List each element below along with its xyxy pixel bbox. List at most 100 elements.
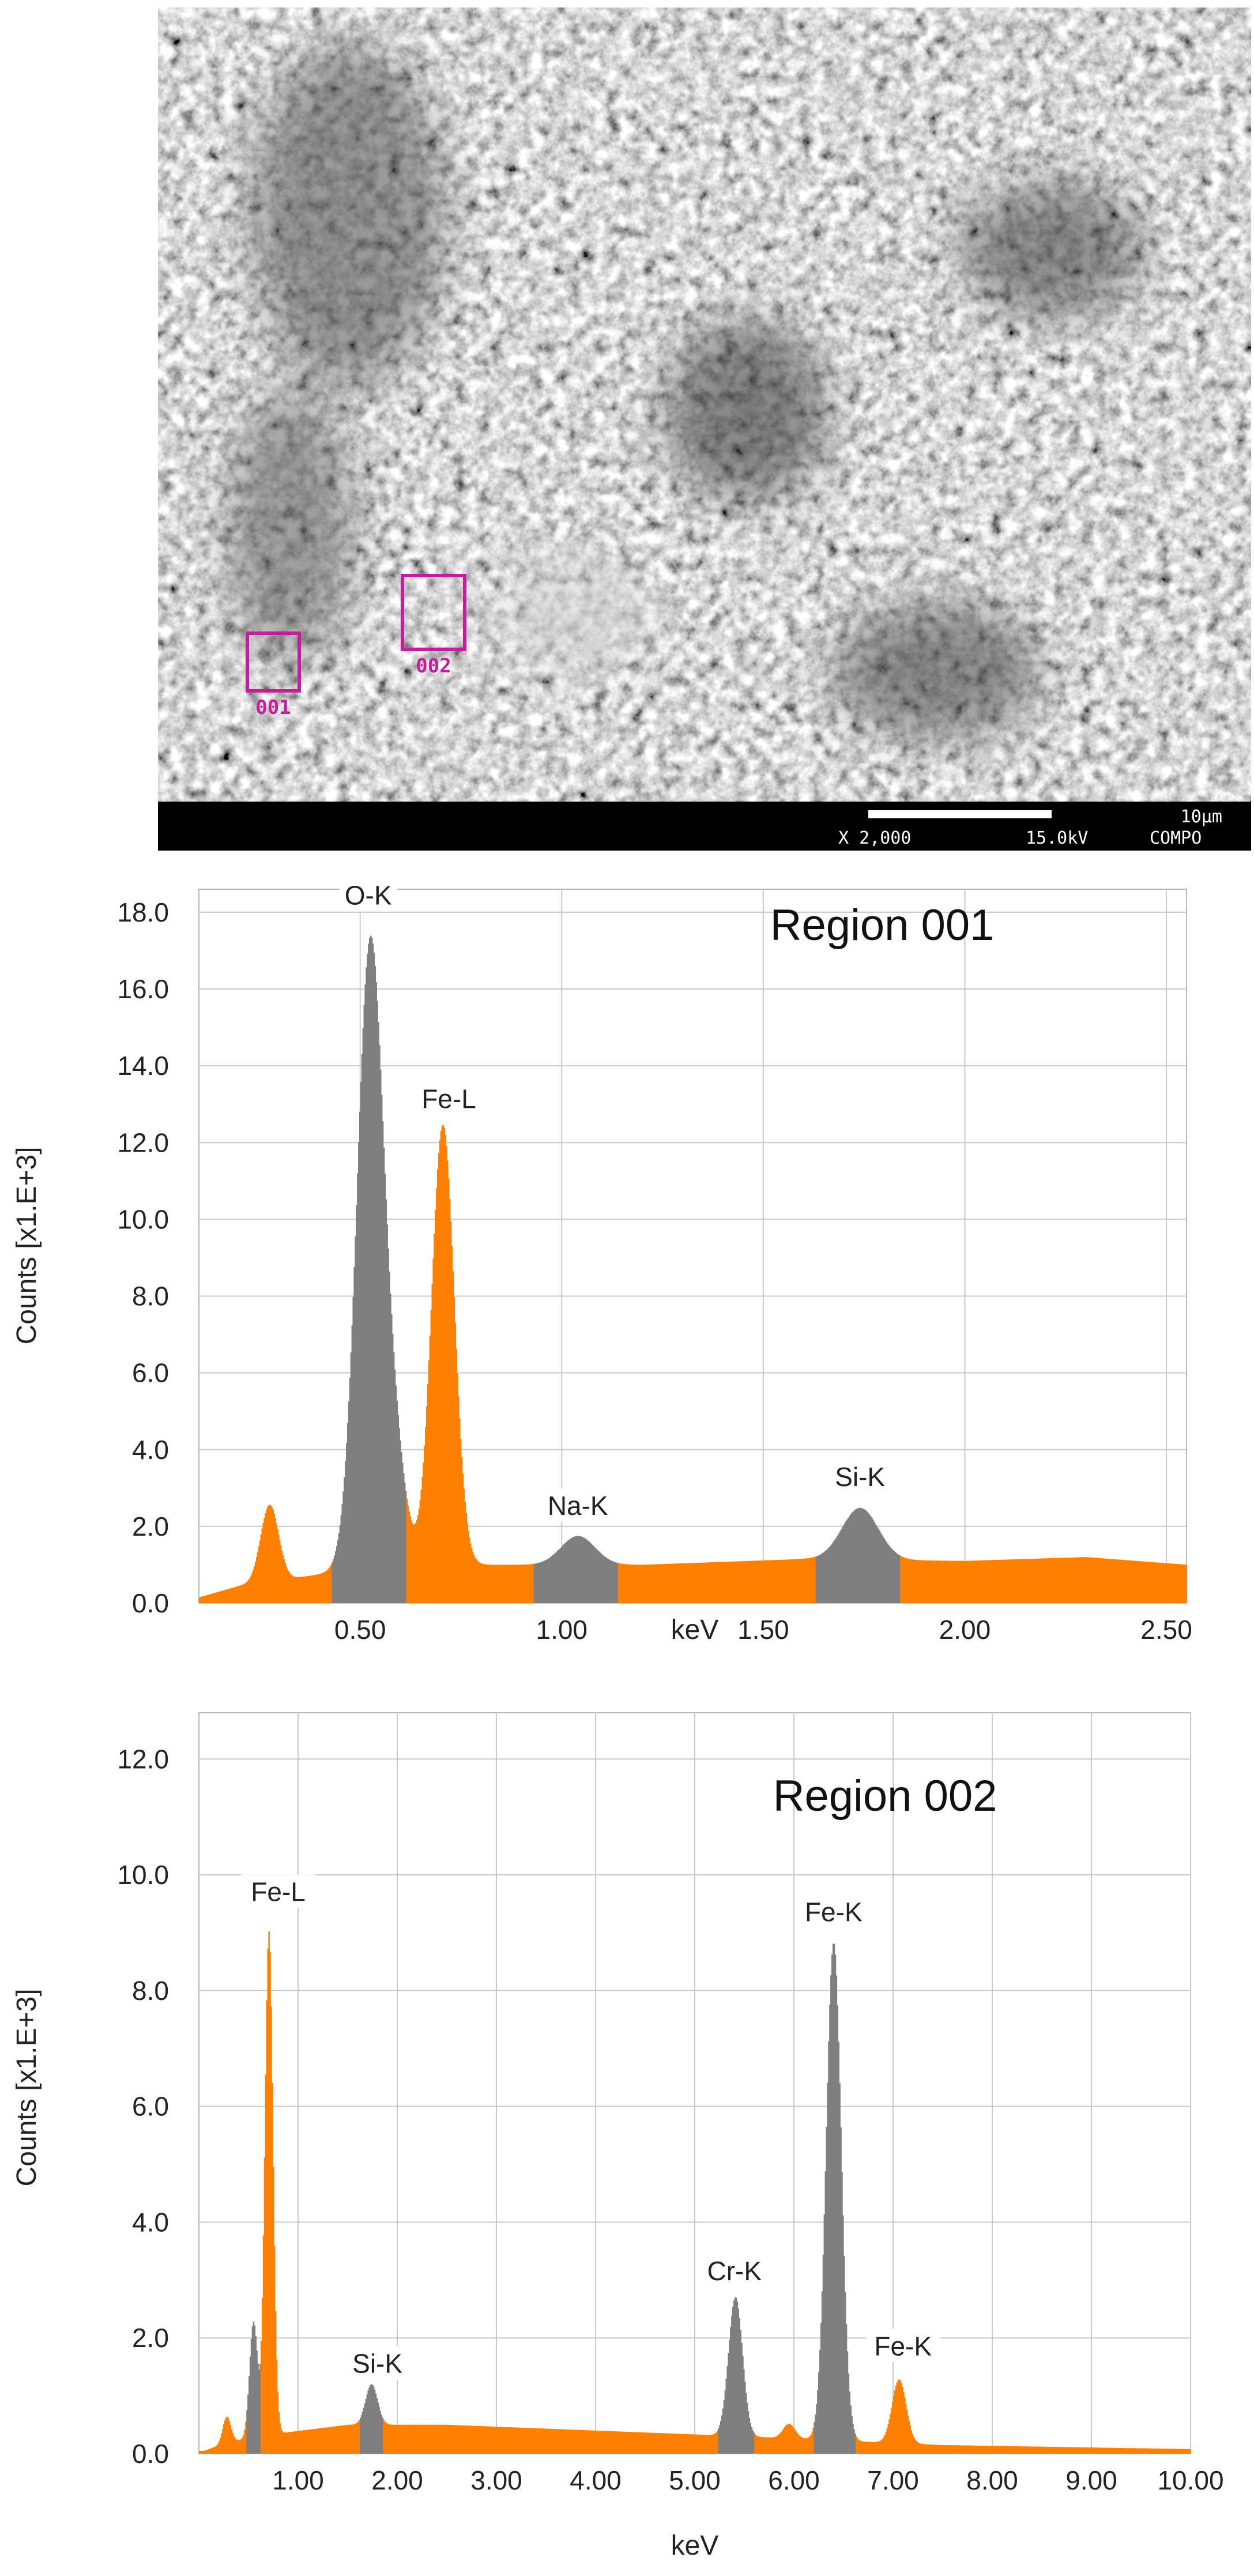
- spectrum-bar: [823, 2214, 826, 2454]
- spectrum-bar: [283, 1559, 285, 1603]
- spectrum-bar: [667, 2433, 669, 2454]
- spectrum-bar: [936, 2445, 938, 2454]
- spectrum-bar: [1176, 2449, 1178, 2454]
- spectrum-bar: [770, 1560, 773, 1603]
- spectrum-bar: [1088, 2447, 1090, 2454]
- spectrum-bar: [268, 1505, 270, 1603]
- spectrum-bar: [1175, 2449, 1177, 2454]
- x-tick-label: 1.50: [737, 1615, 789, 1645]
- spectrum-bar: [269, 1952, 271, 2454]
- spectrum-bar: [801, 2438, 803, 2454]
- spectrum-bar: [199, 2450, 201, 2454]
- spectrum-bar: [835, 1975, 838, 2454]
- spectrum-bar: [627, 2432, 629, 2454]
- spectrum-bar: [917, 1560, 920, 1603]
- spectrum-bar: [428, 1360, 430, 1603]
- spectrum-bar: [511, 2427, 514, 2454]
- spectrum-bar: [884, 2434, 886, 2454]
- spectrum-bar: [606, 1558, 608, 1603]
- spectrum-bar: [430, 1310, 432, 1603]
- spectrum-bar: [621, 1563, 623, 1603]
- spectrum-bar: [910, 2430, 913, 2454]
- spectrum-bar: [1171, 1563, 1173, 1603]
- spectrum-bar: [611, 1560, 613, 1603]
- spectrum-bar: [873, 2442, 875, 2454]
- spectrum-bar: [790, 1559, 792, 1603]
- spectrum-bar: [1085, 1557, 1087, 1603]
- y-tick-label: 10.0: [117, 1204, 169, 1234]
- spectrum-bar: [357, 1142, 360, 1603]
- spectrum-bar: [832, 1543, 834, 1603]
- spectrum-bar: [570, 2430, 572, 2454]
- spectrum-bar: [342, 2425, 344, 2454]
- spectrum-bar: [499, 2427, 502, 2454]
- spectrum-bar: [1065, 2447, 1067, 2454]
- spectrum-bar: [1040, 1558, 1042, 1603]
- spectrum-bar: [1165, 1563, 1168, 1603]
- spectrum-bar: [957, 1560, 959, 1603]
- spectrum-bar: [297, 2431, 299, 2454]
- spectrum-bar: [527, 1564, 529, 1603]
- spectrum-bar: [781, 1559, 784, 1603]
- spectrum-bar: [445, 1135, 446, 1603]
- spectrum-bar: [1031, 1559, 1034, 1603]
- spectrum-bar: [250, 1575, 252, 1603]
- spectrum-bar: [515, 2427, 517, 2454]
- spectrum-bar: [711, 1562, 713, 1603]
- spectrum-bar: [882, 1537, 884, 1603]
- spectrum-bar: [1184, 1565, 1186, 1603]
- spectrum-bar: [1007, 1559, 1010, 1603]
- spectrum-bar: [952, 1560, 955, 1603]
- spectrum-bar: [1068, 1558, 1070, 1603]
- spectrum-bar: [890, 1547, 892, 1603]
- spectrum-bar: [555, 2429, 556, 2454]
- spectrum-bar: [876, 1525, 878, 1603]
- spectrum-bar: [287, 2432, 289, 2454]
- spectrum-bar: [1090, 1557, 1092, 1603]
- spectrum-bar: [760, 1560, 763, 1603]
- y-tick-label: 6.0: [132, 2092, 169, 2122]
- spectrum-bar: [357, 2421, 359, 2454]
- spectrum-bar: [386, 2423, 388, 2454]
- spectrum-bar: [1109, 2447, 1111, 2454]
- x-tick-label: 1.00: [536, 1615, 588, 1645]
- spectrum-bar: [266, 2000, 268, 2454]
- spectrum-bar: [671, 1563, 672, 1603]
- spectrum-bar: [221, 1590, 223, 1603]
- x-tick-label: 2.50: [1140, 1615, 1192, 1645]
- spectrum-bar: [805, 1558, 808, 1603]
- spectrum-series: [199, 935, 1187, 1603]
- spectrum-bar: [577, 2430, 579, 2454]
- spectrum-bar: [1143, 1561, 1146, 1603]
- spectrum-bar: [896, 2382, 898, 2454]
- spectrum-bar: [1134, 2448, 1136, 2454]
- spectrum-bar: [232, 2432, 234, 2454]
- spectrum-bar: [384, 2421, 386, 2454]
- spectrum-bar: [273, 2246, 276, 2454]
- spectrum-bar: [785, 2425, 787, 2454]
- spectrum-bar: [486, 1565, 488, 1603]
- spectrum-bar: [205, 1595, 207, 1603]
- spectrum-bar: [907, 1559, 910, 1603]
- peak-label-bg: [541, 1488, 615, 1522]
- spectrum-bar: [1035, 2446, 1037, 2454]
- x-tick-label: 7.00: [867, 2465, 919, 2495]
- spectrum-bar: [872, 2442, 874, 2454]
- spectrum-bar: [813, 1557, 815, 1603]
- spectrum-bar: [950, 2445, 952, 2454]
- spectrum-bar: [634, 1565, 637, 1603]
- micrograph-info-bar: [158, 802, 1251, 851]
- spectrum-bar: [533, 2428, 536, 2454]
- spectrum-bar: [936, 1560, 938, 1603]
- spectrum-bar: [1148, 1562, 1150, 1603]
- spectrum-bar: [762, 1560, 763, 1603]
- spectrum-bar: [747, 2410, 750, 2454]
- spectrum-bar: [750, 1560, 751, 1603]
- spectrum-bar: [1060, 2447, 1062, 2454]
- spectrum-bar: [792, 2426, 793, 2454]
- spectrum-bar: [1058, 2447, 1060, 2454]
- spectrum-bar: [1147, 1562, 1148, 1603]
- spectrum-bar: [372, 2385, 374, 2454]
- spectrum-bar: [773, 2437, 775, 2454]
- spectrum-bar: [962, 2445, 964, 2454]
